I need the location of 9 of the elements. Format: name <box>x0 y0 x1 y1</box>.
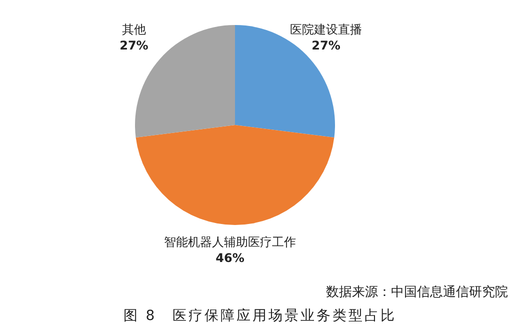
slice-label: 智能机器人辅助医疗工作 <box>164 235 296 249</box>
data-label: 46% <box>216 251 244 265</box>
pie-slice <box>136 125 334 225</box>
source-note: 数据来源：中国信息通信研究院 <box>325 284 509 301</box>
slice-label: 医院建设直播 <box>290 22 362 36</box>
data-label: 27% <box>120 38 148 52</box>
text: 图 8 医疗保障应用场景业务类型占比 <box>122 307 398 325</box>
data-label: 27% <box>312 38 340 52</box>
slice-label: 其他 <box>122 22 146 36</box>
